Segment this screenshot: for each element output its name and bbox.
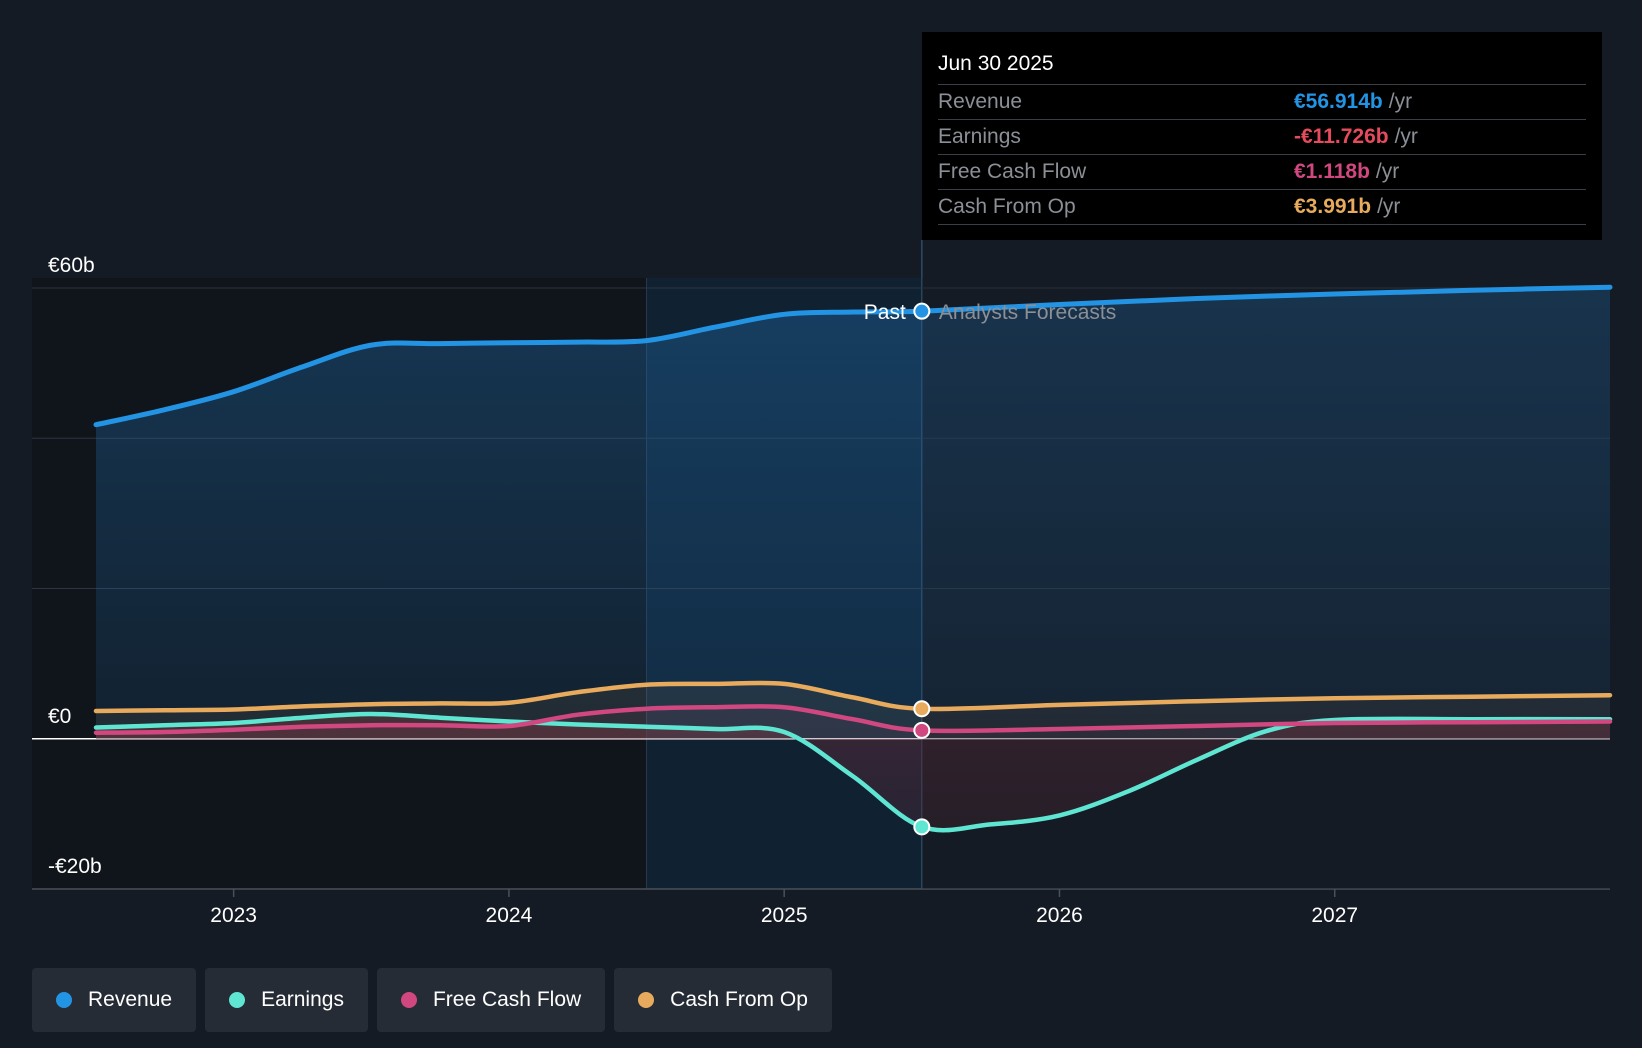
y-tick-label: -€20b: [48, 855, 102, 878]
cash-from-op-line: [93, 680, 1613, 714]
legend-label: Revenue: [88, 988, 173, 1011]
earnings-line: [93, 711, 1613, 833]
tooltip-row-label: Free Cash Flow: [938, 160, 1087, 183]
past-label: Past: [864, 301, 906, 324]
x-tick-label: 2024: [486, 904, 533, 927]
earnings-marker: [913, 818, 931, 836]
tooltip-row-label: Cash From Op: [938, 195, 1076, 218]
tooltip-row-value: €56.914b: [1294, 90, 1383, 113]
forecast-dim: [921, 278, 1610, 889]
tooltip-row-label: Earnings: [938, 125, 1021, 148]
legend-dot-icon: [56, 992, 72, 1008]
tooltip-row-unit: /yr: [1394, 125, 1418, 148]
tooltip-row-unit: /yr: [1388, 90, 1413, 113]
legend-label: Cash From Op: [670, 988, 808, 1011]
tooltip: Jun 30 2025 Revenue €56.914b/yr Earnings -€…: [922, 32, 1602, 240]
cash-from-op-marker: [913, 700, 931, 718]
legend-dot-icon: [400, 992, 417, 1008]
tooltip-row-value: €1.118b: [1294, 160, 1370, 183]
legend-item-free-cash-flow[interactable]: Free Cash Flow: [376, 968, 606, 1032]
revenue-marker: [913, 302, 931, 320]
y-tick-label: €60b: [48, 254, 95, 277]
tooltip-row-value: €3.991b: [1294, 195, 1372, 218]
tooltip-row: Earnings -€11.726b/yr: [938, 119, 1586, 154]
legend-item-cash-from-op[interactable]: Cash From Op: [614, 968, 832, 1032]
series-area: [96, 706, 1610, 739]
legend-item-revenue[interactable]: Revenue: [32, 968, 197, 1032]
legend-dot-icon: [229, 992, 246, 1008]
y-tick-label: €0: [48, 705, 71, 728]
chart-area: €60b €0 -€20b 2023 2024 2025 2026 2027 Past Analy…: [32, 240, 1613, 927]
tooltip-row-unit: /yr: [1377, 195, 1401, 218]
free-cash-flow-marker: [913, 721, 931, 739]
x-tick-label: 2027: [1311, 904, 1358, 927]
tooltip-row: Revenue €56.914b/yr: [938, 84, 1586, 119]
tooltip-date: Jun 30 2025: [938, 52, 1054, 75]
tooltip-row: Free Cash Flow €1.118b/yr: [938, 154, 1586, 189]
tooltip-row-label: Revenue: [938, 90, 1023, 113]
revenue-line: [93, 284, 1613, 428]
revenue-area: [96, 287, 1610, 739]
tooltip-row: Cash From Op €3.991b/yr: [938, 189, 1586, 225]
legend-label: Free Cash Flow: [432, 988, 582, 1011]
forecast-label: Analysts Forecasts: [939, 301, 1116, 324]
free-cash-flow-line: [93, 703, 1613, 735]
legend-item-earnings[interactable]: Earnings: [205, 968, 368, 1032]
x-tick-label: 2025: [761, 904, 808, 927]
x-tick-label: 2023: [210, 904, 257, 927]
tooltip-row-unit: /yr: [1375, 160, 1400, 183]
x-tick-label: 2026: [1036, 904, 1083, 927]
tooltip-row-value: -€11.726b: [1294, 125, 1389, 148]
legend: Revenue Earnings Free Cash Flow Cash From O…: [32, 968, 832, 1032]
legend-label: Earnings: [261, 988, 344, 1011]
legend-dot-icon: [638, 992, 655, 1008]
